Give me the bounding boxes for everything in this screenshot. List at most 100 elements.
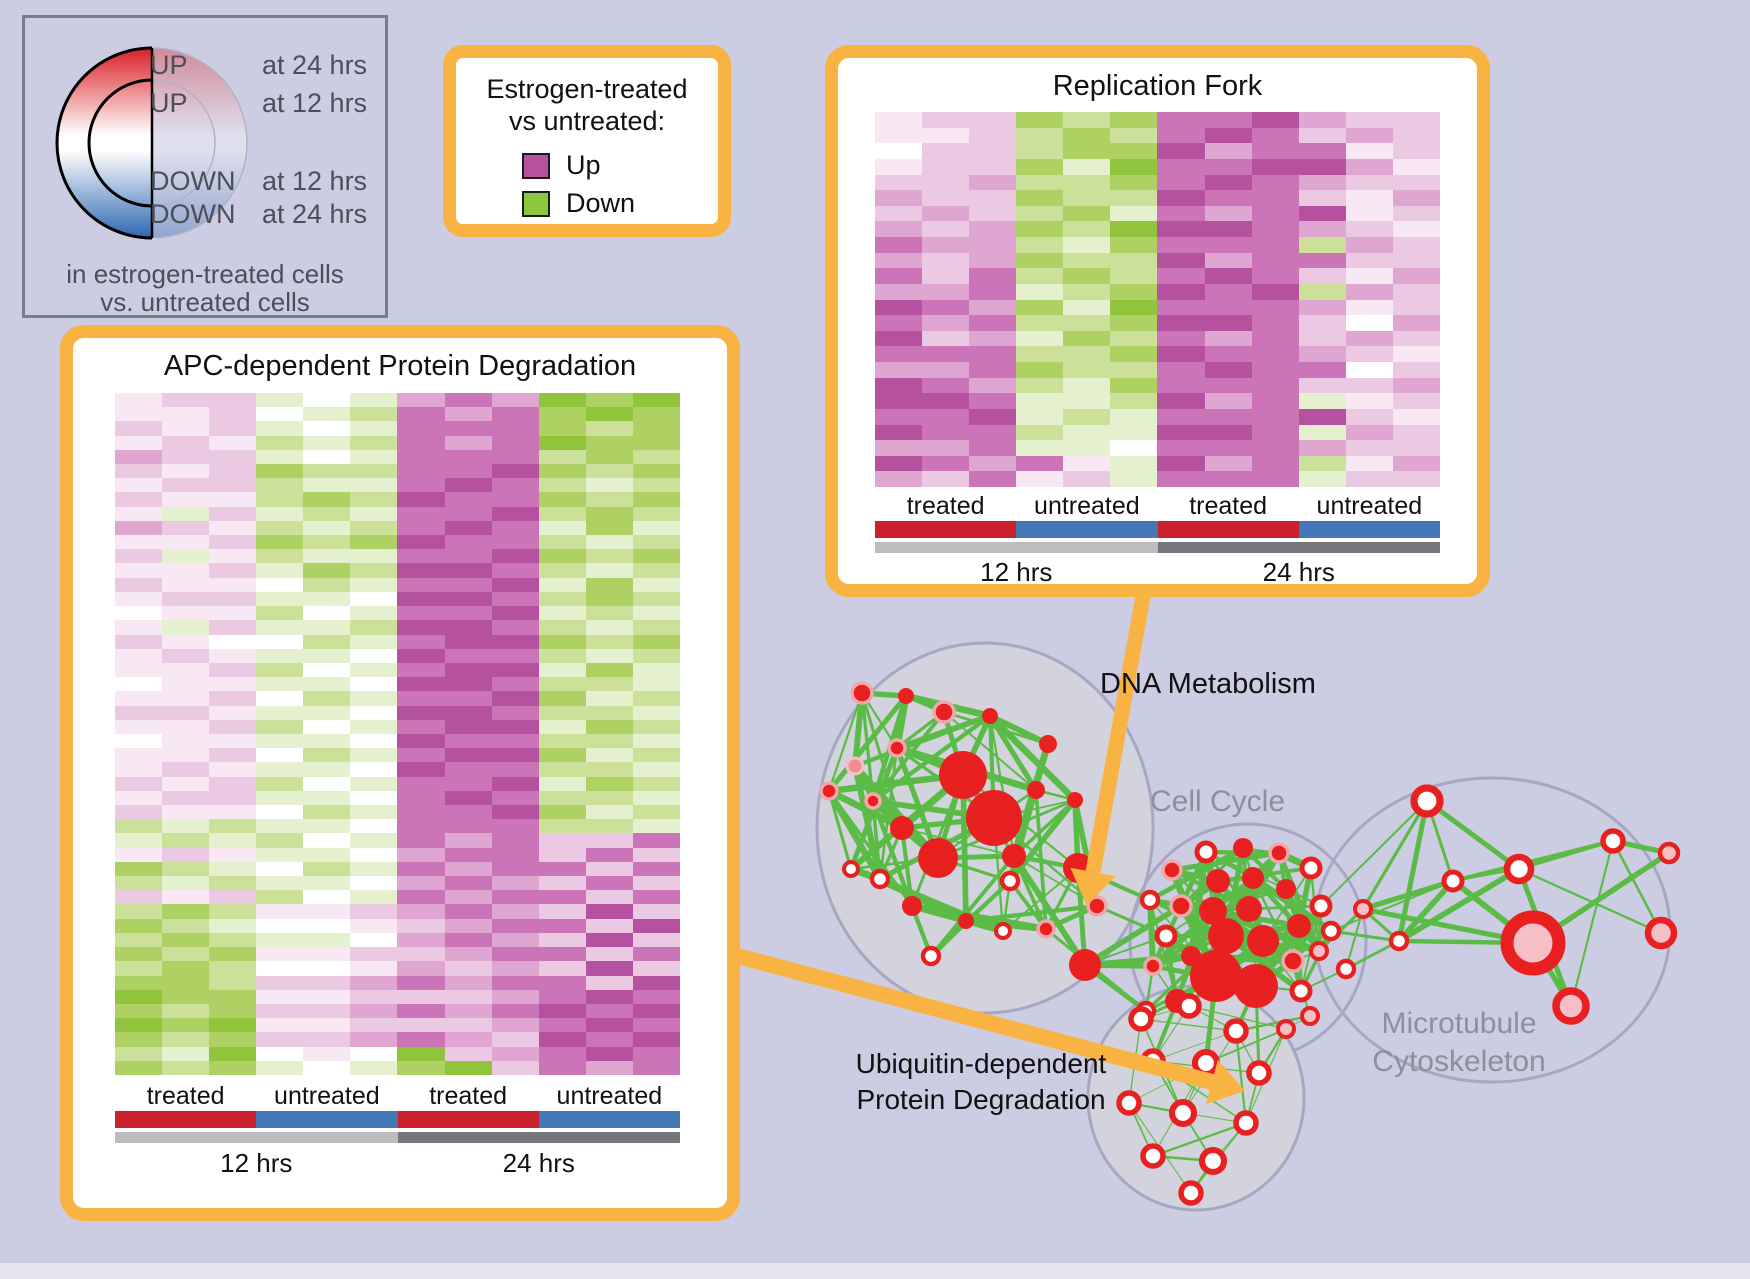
heatmap-cell	[444, 464, 492, 479]
heatmap-cell	[922, 315, 970, 331]
heatmap-cell	[256, 634, 304, 649]
heatmap-cell	[397, 492, 445, 507]
heatmap-cell	[1157, 330, 1205, 347]
network-node	[1194, 840, 1218, 864]
heatmap-cell	[256, 847, 304, 862]
heatmap-cell	[1345, 362, 1393, 378]
heatmap-cell	[922, 455, 970, 472]
heatmap-cell	[115, 890, 163, 905]
heatmap-cell	[1251, 158, 1299, 175]
heatmap-cell	[115, 634, 163, 649]
heatmap-cell	[585, 648, 633, 663]
heatmap-cell	[115, 393, 163, 408]
heatmap-cell	[585, 819, 633, 834]
heatmap-cell	[350, 449, 398, 465]
dna-metabolism-label: DNA Metabolism	[1100, 668, 1316, 700]
heatmap-cell	[1298, 283, 1346, 300]
heatmap-cell	[1251, 283, 1299, 300]
heatmap-cell	[350, 1018, 398, 1033]
heatmap-cell	[1157, 362, 1205, 378]
heatmap-cell	[1345, 252, 1393, 269]
heatmap-cell	[1298, 377, 1346, 394]
heatmap-cell	[115, 790, 163, 806]
heatmap-cell	[209, 549, 257, 564]
heatmap-cell	[1392, 424, 1440, 441]
heatmap-cell	[538, 1018, 586, 1033]
heatmap-cell	[115, 677, 163, 692]
heatmap-cell	[538, 975, 586, 990]
heatmap-cell	[538, 833, 586, 848]
heatmap-cell	[162, 648, 210, 663]
network-node	[864, 792, 882, 810]
heatmap-cell	[491, 918, 539, 933]
heatmap-cell	[632, 421, 680, 436]
heatmap-cell	[632, 1018, 680, 1033]
heatmap-cell	[444, 705, 492, 720]
network-node	[898, 688, 914, 704]
heatmap-cell	[538, 1032, 586, 1047]
heatmap-cell	[256, 606, 304, 621]
heatmap-cell	[256, 478, 304, 493]
network-node	[1036, 919, 1056, 939]
heatmap-cell	[491, 790, 539, 806]
heatmap-cell	[585, 876, 633, 891]
network-nodes	[819, 681, 1681, 1206]
condition-color-bar	[875, 521, 1440, 538]
heatmap-cell	[115, 563, 163, 578]
heatmap-cell	[444, 833, 492, 848]
heatmap-cell	[162, 1060, 210, 1075]
network-node	[902, 896, 922, 916]
heatmap-cell	[1063, 112, 1111, 128]
network-node	[1287, 914, 1311, 938]
network-edge	[827, 694, 908, 793]
time-24-segment	[397, 1132, 680, 1143]
heatmap-cell	[397, 876, 445, 891]
heatmap-cell	[1016, 440, 1064, 456]
heatmap-cell	[1392, 330, 1440, 347]
heatmap-cell	[1110, 252, 1158, 269]
heatmap-cell	[350, 733, 398, 749]
network-edge	[827, 788, 904, 831]
heatmap-cell	[1157, 221, 1205, 237]
heatmap-cell	[397, 833, 445, 848]
heatmap-cell	[1016, 424, 1064, 441]
heatmap-cell	[1157, 299, 1205, 316]
network-node	[1309, 941, 1329, 961]
time-color-bar	[875, 542, 1440, 553]
heatmap-cell	[538, 790, 586, 806]
heatmap-cell	[1204, 237, 1252, 253]
network-node	[1246, 1060, 1272, 1086]
heatmap-cell	[115, 904, 163, 919]
heatmap-cell	[350, 506, 398, 521]
heatmap-cell	[209, 520, 257, 536]
heatmap-cell	[1298, 174, 1346, 191]
panel-title: Replication Fork	[1052, 70, 1263, 102]
heatmap-cell	[397, 421, 445, 436]
heatmap-cell	[1016, 237, 1064, 253]
heatmap-cell	[397, 478, 445, 493]
heatmap-cell	[491, 776, 539, 791]
heatmap-cell	[397, 805, 445, 820]
network-node	[994, 922, 1012, 940]
heatmap-cell	[538, 762, 586, 777]
network-edge	[1140, 1018, 1237, 1032]
heatmap-cell	[303, 421, 351, 436]
heatmap-cell	[350, 961, 398, 976]
heatmap-cell	[1016, 346, 1064, 362]
heatmap-cell	[1110, 174, 1158, 191]
heatmap-cell	[585, 634, 633, 649]
heatmap-cell	[1016, 190, 1064, 206]
heatmap-cell	[875, 377, 923, 394]
heatmap-cell	[585, 776, 633, 791]
heatmap-cell	[1345, 440, 1393, 456]
heatmap-cell	[632, 634, 680, 649]
network-edge	[1096, 904, 1167, 938]
heatmap-cell	[444, 478, 492, 493]
heatmap-cell	[115, 506, 163, 521]
heatmap-cell	[538, 890, 586, 905]
heatmap-cell	[350, 620, 398, 635]
heatmap-cell	[1251, 362, 1299, 378]
heatmap-cell	[632, 762, 680, 777]
microtubule-label-line: Cytoskeleton	[1372, 1045, 1546, 1078]
heatmap-cell	[1157, 440, 1205, 456]
